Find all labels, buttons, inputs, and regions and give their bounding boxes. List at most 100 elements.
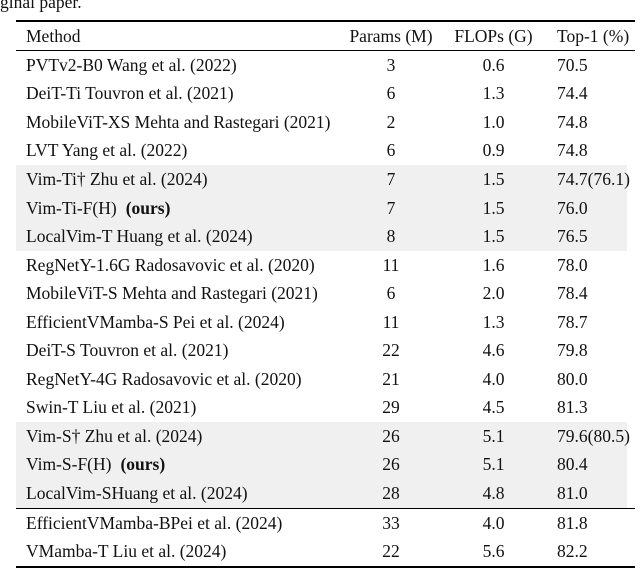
- top1-cell: 79.8: [557, 340, 588, 361]
- column-header-method: Method: [26, 25, 81, 46]
- top1-cell: 74.8: [557, 111, 588, 132]
- method-cell: PVTv2-B0 Wang et al. (2022): [26, 54, 237, 75]
- top1-cell: 76.0: [557, 197, 588, 218]
- method-cell: Vim-Ti† Zhu et al. (2024): [26, 168, 208, 189]
- top1-cell: 78.0: [557, 254, 588, 275]
- table-row: LVT Yang et al. (2022) 6 0.9 74.8: [16, 137, 635, 166]
- params-cell: 8: [386, 226, 396, 247]
- flops-cell: 2.0: [482, 283, 505, 304]
- method-cell: MobileViT-XS Mehta and Rastegari (2021): [26, 111, 331, 132]
- flops-cell: 4.5: [482, 397, 505, 418]
- top1-cell: 81.8: [557, 512, 588, 533]
- table-row: Vim-S† Zhu et al. (2024) 26 5.1 79.6(80.5): [16, 422, 635, 451]
- params-cell: 33: [382, 512, 400, 533]
- params-cell: 3: [386, 54, 396, 75]
- params-cell: 21: [382, 368, 400, 389]
- table-caption-truncated: ginal paper.: [0, 0, 640, 12]
- table-row: DeiT-Ti Touvron et al. (2021) 6 1.3 74.4: [16, 80, 635, 109]
- flops-cell: 5.1: [482, 425, 505, 446]
- method-cell: DeiT-Ti Touvron et al. (2021): [26, 83, 234, 104]
- table-row: DeiT-S Touvron et al. (2021) 22 4.6 79.8: [16, 336, 635, 365]
- top1-cell: 79.6(80.5): [557, 425, 630, 446]
- column-header-flops: FLOPs (G): [454, 25, 533, 46]
- ours-label: (ours): [120, 454, 166, 475]
- params-cell: 6: [386, 140, 396, 161]
- top1-cell: 78.4: [557, 283, 588, 304]
- top1-cell: 76.5: [557, 226, 588, 247]
- params-cell: 7: [386, 168, 396, 189]
- table-row: VMamba-T Liu et al. (2024) 22 5.6 82.2: [16, 537, 635, 566]
- table-row: RegNetY-1.6G Radosavovic et al. (2020) 11…: [16, 251, 635, 280]
- flops-cell: 1.3: [482, 83, 505, 104]
- top1-cell: 78.7: [557, 311, 588, 332]
- method-cell: Vim-S† Zhu et al. (2024): [26, 425, 203, 446]
- params-cell: 29: [382, 397, 400, 418]
- flops-cell: 1.3: [482, 311, 505, 332]
- method-cell: VMamba-T Liu et al. (2024): [26, 541, 227, 562]
- method-cell: RegNetY-4G Radosavovic et al. (2020): [26, 368, 302, 389]
- params-cell: 7: [386, 197, 396, 218]
- params-cell: 26: [382, 425, 400, 446]
- params-cell: 6: [386, 83, 396, 104]
- results-table: Method Params (M) FLOPs (G) Top-1 (%) PV…: [16, 20, 635, 568]
- flops-cell: 4.0: [482, 368, 505, 389]
- method-cell: MobileViT-S Mehta and Rastegari (2021): [26, 283, 318, 304]
- params-cell: 22: [382, 340, 400, 361]
- table-row: EfficientVMamba-BPei et al. (2024) 33 4.0 8…: [16, 509, 635, 538]
- top1-cell: 81.0: [557, 482, 588, 503]
- flops-cell: 1.0: [482, 111, 505, 132]
- flops-cell: 0.6: [482, 54, 505, 75]
- caption-text: ginal paper.: [0, 0, 82, 12]
- top1-cell: 80.0: [557, 368, 588, 389]
- method-cell: LVT Yang et al. (2022): [26, 140, 188, 161]
- table-row: MobileViT-XS Mehta and Rastegari (2021) 2…: [16, 108, 635, 137]
- flops-cell: 5.6: [482, 541, 505, 562]
- column-header-top1: Top-1 (%): [557, 25, 630, 46]
- top1-cell: 80.4: [557, 454, 588, 475]
- table-row: EfficientVMamba-S Pei et al. (2024) 11 1.3…: [16, 308, 635, 337]
- params-cell: 6: [386, 283, 396, 304]
- method-cell: DeiT-S Touvron et al. (2021): [26, 340, 229, 361]
- table-row: Vim-Ti† Zhu et al. (2024) 7 1.5 74.7(76.1): [16, 165, 635, 194]
- ours-label: (ours): [125, 197, 171, 218]
- method-cell: Vim-S-F(H) (ours): [26, 454, 166, 475]
- method-cell: EfficientVMamba-BPei et al. (2024): [26, 512, 283, 533]
- params-cell: 28: [382, 482, 400, 503]
- table-row: MobileViT-S Mehta and Rastegari (2021) 6 2…: [16, 279, 635, 308]
- table-row: RegNetY-4G Radosavovic et al. (2020) 21 4.…: [16, 365, 635, 394]
- method-cell: LocalVim-T Huang et al. (2024): [26, 226, 253, 247]
- flops-cell: 1.6: [482, 254, 505, 275]
- table-row: LocalVim-SHuang et al. (2024) 28 4.8 81.0: [16, 479, 635, 509]
- table-row: PVTv2-B0 Wang et al. (2022) 3 0.6 70.5: [16, 51, 635, 80]
- method-cell: RegNetY-1.6G Radosavovic et al. (2020): [26, 254, 315, 275]
- top1-cell: 74.7(76.1): [557, 168, 630, 189]
- params-cell: 11: [382, 254, 400, 275]
- flops-cell: 4.0: [482, 512, 505, 533]
- table-body: PVTv2-B0 Wang et al. (2022) 3 0.6 70.5 DeiT-…: [16, 51, 635, 566]
- top1-cell: 82.2: [557, 541, 588, 562]
- flops-cell: 1.5: [482, 226, 505, 247]
- flops-cell: 4.8: [482, 482, 505, 503]
- top1-cell: 74.8: [557, 140, 588, 161]
- table-row: LocalVim-T Huang et al. (2024) 8 1.5 76.5: [16, 222, 635, 251]
- params-cell: 26: [382, 454, 400, 475]
- table-row: Vim-S-F(H) (ours) 26 5.1 80.4: [16, 450, 635, 480]
- params-cell: 2: [386, 111, 396, 132]
- flops-cell: 1.5: [482, 168, 505, 189]
- top1-cell: 74.4: [557, 83, 588, 104]
- params-cell: 22: [382, 541, 400, 562]
- flops-cell: 0.9: [482, 140, 505, 161]
- flops-cell: 4.6: [482, 340, 505, 361]
- table-row: Vim-Ti-F(H) (ours) 7 1.5 76.0: [16, 193, 635, 223]
- table-row: Swin-T Liu et al. (2021) 29 4.5 81.3: [16, 394, 635, 423]
- flops-cell: 5.1: [482, 454, 505, 475]
- top1-cell: 70.5: [557, 54, 588, 75]
- flops-cell: 1.5: [482, 197, 505, 218]
- method-cell: Vim-Ti-F(H) (ours): [26, 197, 171, 218]
- table-header-row: Method Params (M) FLOPs (G) Top-1 (%): [16, 22, 635, 51]
- method-cell: LocalVim-SHuang et al. (2024): [26, 482, 248, 503]
- column-header-params: Params (M): [349, 25, 433, 46]
- top1-cell: 81.3: [557, 397, 588, 418]
- params-cell: 11: [382, 311, 400, 332]
